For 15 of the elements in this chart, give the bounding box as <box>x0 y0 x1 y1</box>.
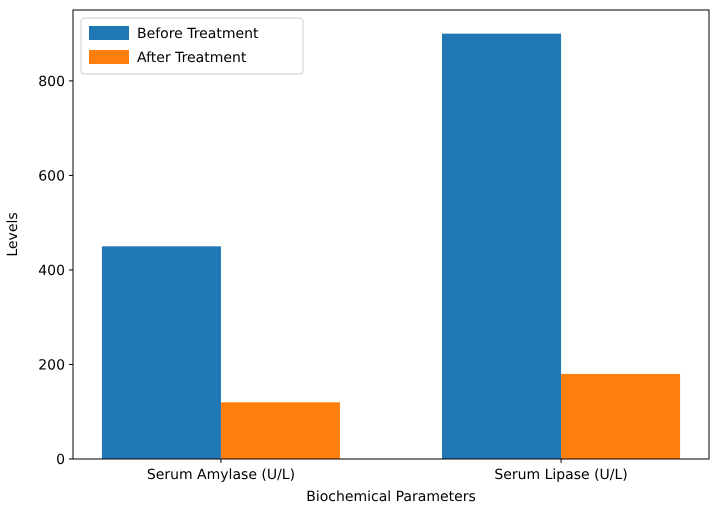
y-tick-label: 800 <box>38 74 65 90</box>
bar <box>561 374 680 459</box>
y-tick-label: 200 <box>38 357 65 374</box>
x-tick-label: Serum Lipase (U/L) <box>494 467 628 483</box>
bar <box>442 34 562 459</box>
x-axis-title: Biochemical Parameters <box>306 489 476 505</box>
legend-label: Before Treatment <box>137 26 259 42</box>
y-axis-title: Levels <box>5 212 21 257</box>
x-tick-label: Serum Amylase (U/L) <box>146 467 296 483</box>
y-tick-label: 600 <box>38 168 65 184</box>
y-tick-label: 400 <box>38 262 65 279</box>
legend-label: After Treatment <box>137 50 247 66</box>
bar <box>102 246 221 459</box>
y-tick-label: 0 <box>56 452 65 468</box>
bar <box>220 402 340 459</box>
